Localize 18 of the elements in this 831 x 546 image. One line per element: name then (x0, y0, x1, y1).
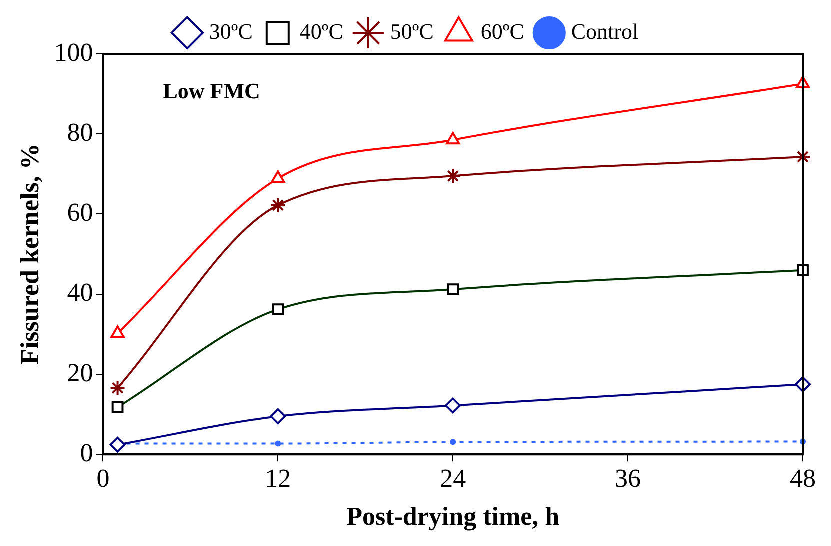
y-axis-title: Fissured kernels, % (15, 144, 44, 365)
x-tick-label: 48 (790, 464, 816, 494)
y-tick-label: 20 (67, 358, 94, 388)
y-tick-label: 80 (67, 118, 94, 147)
y-tick-label: 0 (80, 438, 94, 468)
legend-label: 40ºC (300, 18, 344, 44)
y-tick-label: 60 (67, 198, 94, 228)
legend-label: 30ºC (209, 18, 253, 44)
legend-label: 60ºC (480, 18, 524, 44)
x-tick-label: 36 (615, 464, 642, 494)
x-axis-title: Post-drying time, h (346, 502, 560, 532)
y-tick-label: 100 (54, 38, 94, 67)
legend-label: 50ºC (390, 18, 434, 44)
x-tick-label: 12 (265, 464, 292, 494)
annotation: Low FMC (163, 78, 260, 104)
y-tick-label: 40 (67, 278, 94, 308)
legend-label: Control (571, 18, 639, 44)
x-tick-label: 24 (440, 464, 466, 494)
